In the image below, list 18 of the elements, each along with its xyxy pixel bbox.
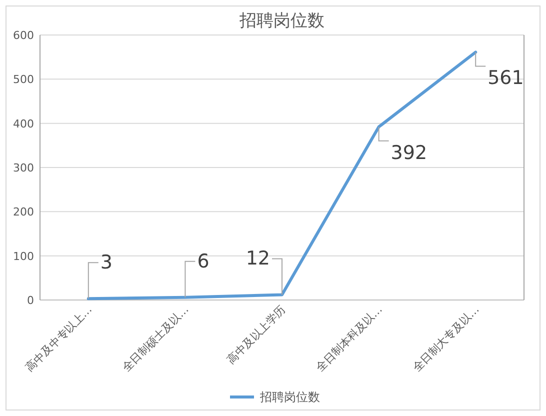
- y-tick-label: 200: [13, 206, 34, 219]
- y-tick-label: 300: [13, 162, 34, 174]
- legend-label: 招聘岗位数: [259, 390, 320, 404]
- y-tick-label: 100: [13, 250, 34, 263]
- chart-title: 招聘岗位数: [238, 11, 324, 31]
- y-tick-label: 600: [13, 29, 34, 42]
- data-label: 6: [197, 250, 210, 272]
- y-tick-label: 400: [13, 117, 34, 130]
- data-label: 3: [100, 252, 112, 274]
- line-series: [86, 50, 478, 300]
- y-tick-label: 500: [13, 73, 34, 86]
- x-tick-label: 高中及以上学历: [224, 302, 288, 367]
- x-tick-label: 全日制大专及以…: [410, 302, 482, 374]
- data-label: 12: [246, 248, 270, 270]
- x-tick-label: 全日制硕士及以…: [120, 302, 192, 374]
- x-tick-label: 全日制本科及以…: [314, 302, 385, 374]
- data-label: 561: [488, 67, 524, 90]
- data-label: 392: [390, 142, 428, 164]
